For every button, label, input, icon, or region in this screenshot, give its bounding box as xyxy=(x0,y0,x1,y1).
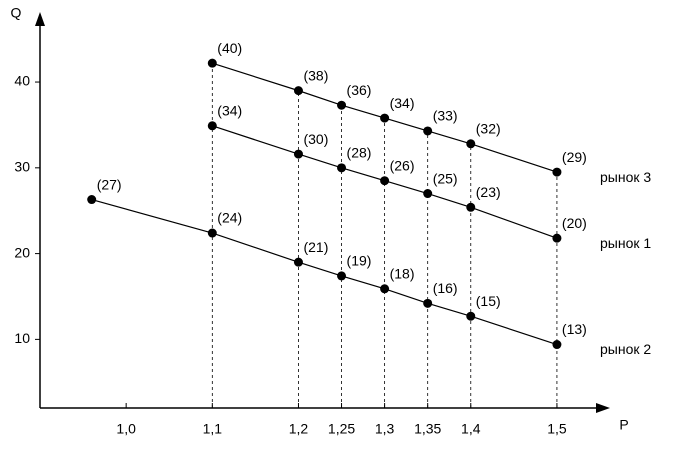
series-label: рынок 2 xyxy=(600,341,651,357)
point xyxy=(337,271,347,281)
point xyxy=(293,257,303,267)
series-label: рынок 1 xyxy=(600,235,651,251)
point xyxy=(380,113,390,123)
value-label: (19) xyxy=(347,253,372,269)
value-label: (13) xyxy=(562,321,587,337)
point xyxy=(207,228,217,238)
point xyxy=(293,86,303,96)
x-tick-label: 1,35 xyxy=(414,421,441,437)
series-line xyxy=(91,198,558,346)
value-label: (25) xyxy=(433,170,458,186)
point xyxy=(423,126,433,136)
value-label: (21) xyxy=(303,239,328,255)
point xyxy=(380,284,390,294)
point xyxy=(466,311,476,321)
value-label: (28) xyxy=(347,145,372,161)
value-label: (23) xyxy=(476,184,501,200)
value-label: (24) xyxy=(217,210,242,226)
point xyxy=(293,149,303,159)
x-tick-label: 1,25 xyxy=(328,421,355,437)
point xyxy=(87,195,97,205)
series-label: рынок 3 xyxy=(600,169,651,185)
point xyxy=(466,202,476,212)
value-label: (38) xyxy=(303,67,328,83)
value-label: (15) xyxy=(476,293,501,309)
value-label: (33) xyxy=(433,108,458,124)
point xyxy=(423,189,433,199)
value-label: (34) xyxy=(217,102,242,118)
x-tick-label: 1,3 xyxy=(375,421,395,437)
x-arrow xyxy=(596,403,610,413)
value-label: (29) xyxy=(562,149,587,165)
point xyxy=(552,233,562,243)
value-label: (16) xyxy=(433,280,458,296)
point xyxy=(207,121,217,131)
value-label: (26) xyxy=(390,157,415,173)
x-tick-label: 1,4 xyxy=(461,421,481,437)
x-tick-label: 1,1 xyxy=(203,421,223,437)
y-tick-label: 30 xyxy=(14,159,30,175)
point xyxy=(552,167,562,177)
point xyxy=(337,100,347,110)
point xyxy=(380,176,390,186)
value-label: (34) xyxy=(390,95,415,111)
y-axis-label: Q xyxy=(11,5,22,21)
point xyxy=(337,163,347,173)
value-label: (18) xyxy=(390,265,415,281)
point xyxy=(207,58,217,68)
y-tick-label: 10 xyxy=(14,330,30,346)
x-tick-label: 1,5 xyxy=(547,421,567,437)
value-label: (36) xyxy=(347,82,372,98)
point xyxy=(552,340,562,350)
value-label: (27) xyxy=(97,176,122,192)
x-axis-label: P xyxy=(619,417,628,433)
value-label: (40) xyxy=(217,40,242,56)
value-label: (20) xyxy=(562,215,587,231)
x-tick-label: 1,2 xyxy=(289,421,309,437)
y-tick-label: 40 xyxy=(14,73,30,89)
y-arrow xyxy=(35,12,45,26)
value-label: (30) xyxy=(303,131,328,147)
value-label: (32) xyxy=(476,121,501,137)
point xyxy=(466,139,476,149)
x-tick-label: 1,0 xyxy=(116,421,136,437)
y-tick-label: 20 xyxy=(14,244,30,260)
point xyxy=(423,298,433,308)
